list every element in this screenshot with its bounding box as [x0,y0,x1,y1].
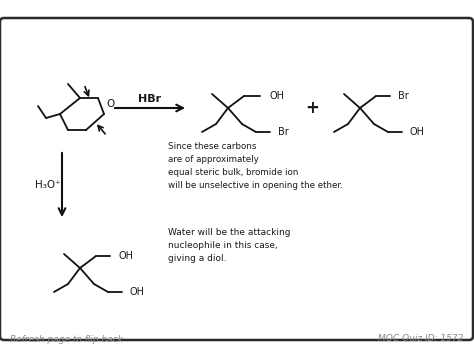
Text: +: + [305,99,319,117]
Text: HBr: HBr [138,94,162,104]
Text: OH: OH [410,127,425,137]
Text: MOC Quiz ID: 1572: MOC Quiz ID: 1572 [378,334,463,343]
Text: Br: Br [278,127,289,137]
Text: Br: Br [398,91,409,101]
Text: Since these carbons
are of approximately
equal steric bulk, bromide ion
will be : Since these carbons are of approximately… [168,142,343,190]
Text: OH: OH [119,251,134,261]
Text: O: O [107,99,115,109]
Text: Refresh page to flip back: Refresh page to flip back [10,334,123,343]
Text: Water will be the attacking
nucleophile in this case,
giving a diol.: Water will be the attacking nucleophile … [168,228,291,263]
Text: H₃O⁺: H₃O⁺ [35,180,61,190]
Text: OH: OH [130,287,145,297]
Text: OH: OH [270,91,285,101]
